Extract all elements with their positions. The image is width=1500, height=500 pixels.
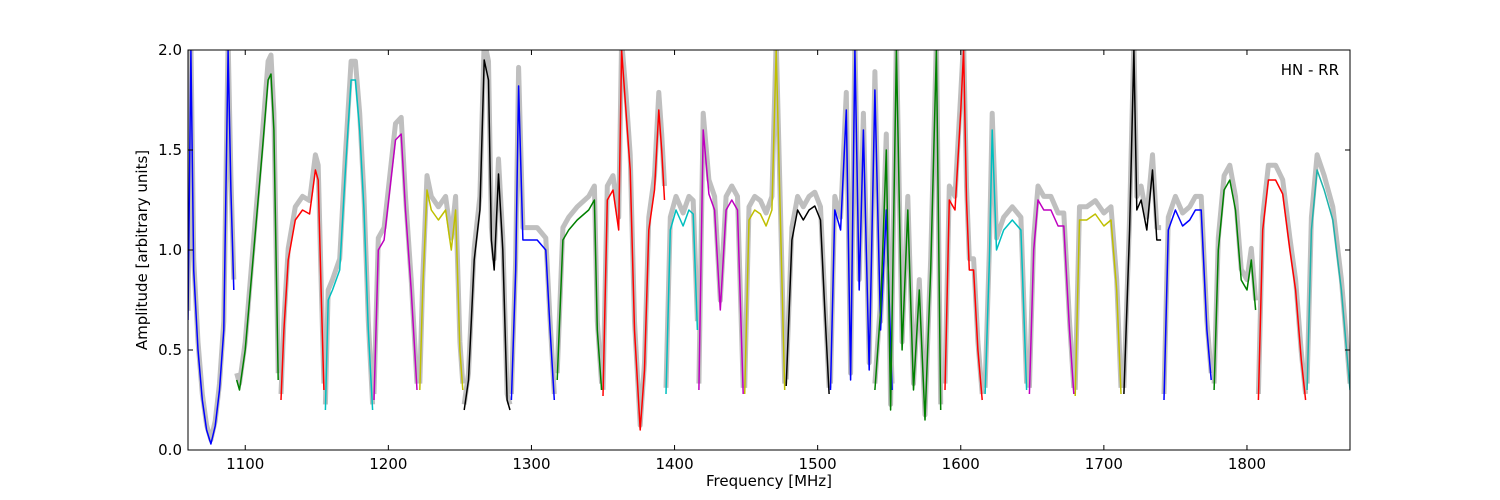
y-tick-label: 2.0 [158, 41, 182, 59]
y-tick-label: 0.0 [158, 441, 182, 459]
series-line-7 [463, 59, 511, 411]
background-trace-2 [234, 52, 281, 387]
background-trace-10 [600, 50, 667, 428]
series-line-1 [188, 50, 235, 445]
ticks-layer: 1100 1200 1300 1400 1500 1600 1700 1800 0.0 0.5 1.… [158, 41, 1350, 473]
y-axis-label: Amplitude [arbitrary units] [133, 150, 151, 350]
x-tick-label: 1200 [369, 455, 407, 473]
series-line-19 [1028, 199, 1075, 395]
series-line-9 [556, 199, 603, 391]
background-trace-22 [1161, 193, 1214, 395]
background-trace-11 [663, 193, 700, 388]
x-tick-label: 1300 [512, 455, 550, 473]
series-line-11 [665, 209, 699, 395]
plot-frame [187, 49, 1351, 451]
series-line-12 [698, 129, 744, 395]
y-tick-label: 1.0 [158, 241, 182, 259]
x-tick-label: 1100 [226, 455, 264, 473]
series-line-20 [1074, 213, 1122, 397]
y-tick-label: 1.5 [158, 141, 182, 159]
series-line-8 [510, 85, 556, 401]
background-trace-20 [1072, 198, 1124, 390]
series-line-25 [1306, 169, 1350, 391]
x-tick-label: 1400 [655, 455, 693, 473]
series-line-4 [324, 79, 374, 411]
background-trace-25 [1304, 152, 1350, 384]
background-trace-23 [1211, 162, 1259, 384]
background-trace-17 [942, 50, 985, 395]
series-line-10 [602, 50, 666, 431]
x-tick-label: 1600 [942, 455, 980, 473]
series-line-6 [419, 189, 464, 391]
y-tick-label: 0.5 [158, 341, 182, 359]
series-line-22 [1163, 209, 1212, 401]
series-line-16 [874, 50, 942, 421]
series-line-15 [829, 50, 893, 391]
series-line-2 [235, 73, 279, 391]
series-line-14 [785, 205, 830, 395]
x-axis-label: Frequency [MHz] [706, 472, 832, 490]
x-tick-label: 1500 [799, 455, 837, 473]
background-trace-13 [742, 50, 788, 388]
background-trace-14 [783, 189, 832, 388]
x-tick-label: 1700 [1085, 455, 1123, 473]
series-line-5 [373, 133, 418, 401]
series-layer [188, 50, 1350, 445]
series-line-17 [944, 50, 983, 401]
series-line-18 [984, 129, 1028, 395]
series-line-13 [743, 50, 786, 395]
series-line-21 [1123, 50, 1162, 395]
background-trace-5 [371, 114, 420, 395]
series-line-23 [1213, 179, 1257, 391]
series-line-24 [1257, 179, 1307, 401]
panel-annotation: HN - RR [1281, 61, 1339, 79]
series-line-3 [280, 169, 325, 401]
background-trace-7 [461, 50, 513, 406]
x-tick-label: 1800 [1228, 455, 1266, 473]
